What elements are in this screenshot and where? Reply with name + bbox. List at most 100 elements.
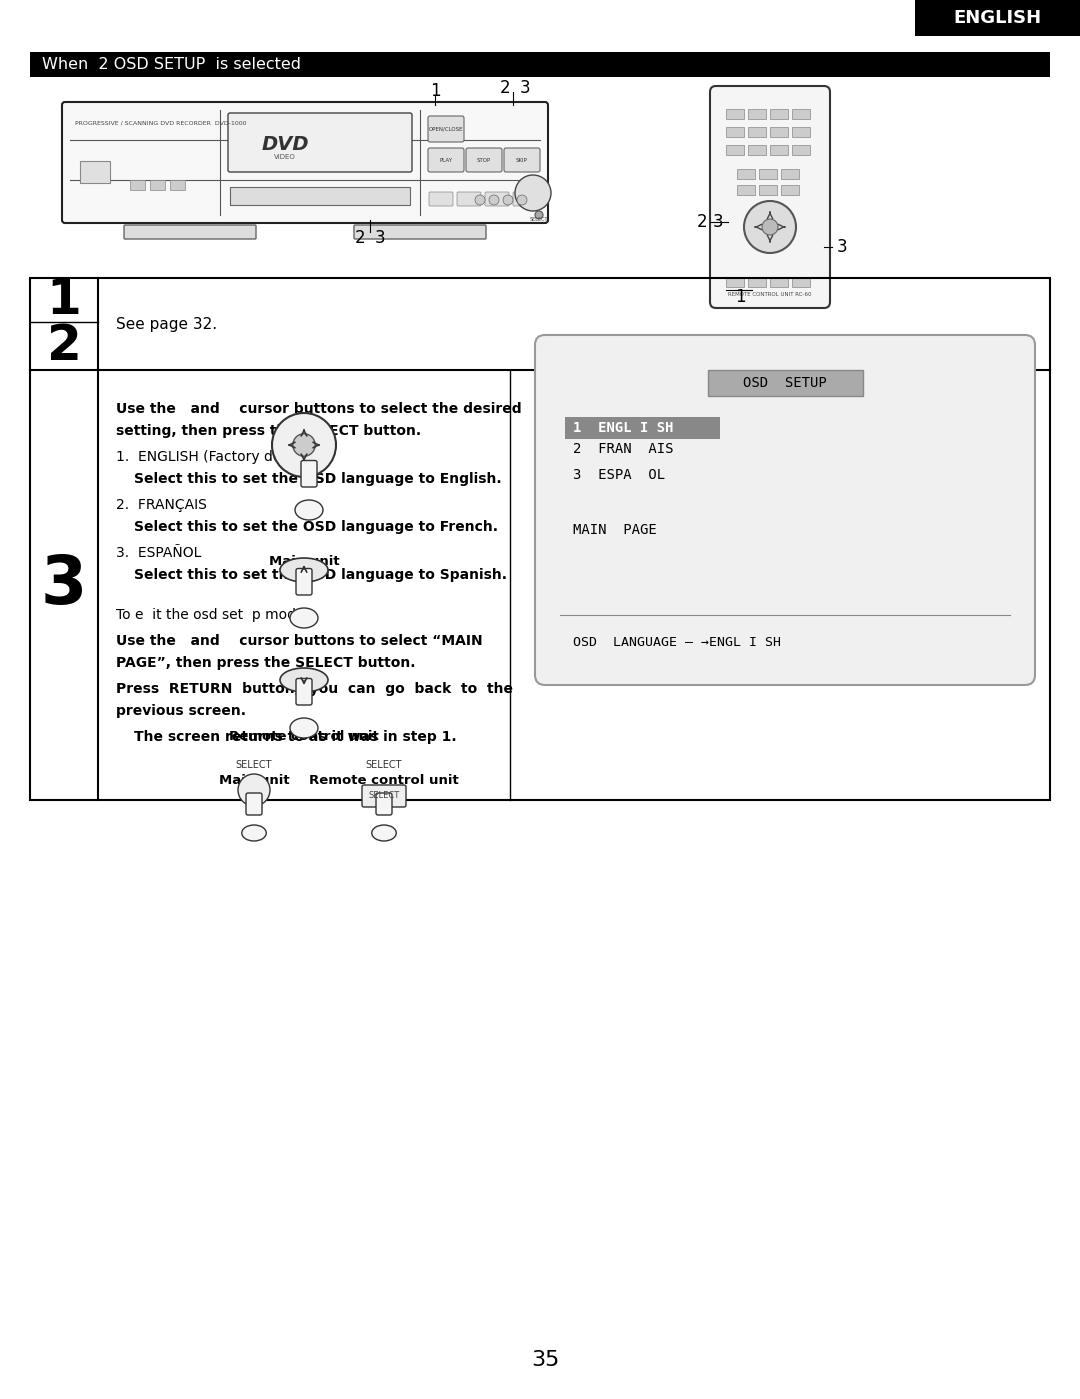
Bar — [748, 277, 766, 287]
Ellipse shape — [242, 825, 267, 841]
Circle shape — [489, 194, 499, 206]
FancyBboxPatch shape — [535, 334, 1035, 686]
Text: ENGLISH: ENGLISH — [954, 8, 1041, 27]
Ellipse shape — [291, 718, 318, 739]
Text: previous screen.: previous screen. — [116, 704, 246, 718]
Text: 3: 3 — [837, 238, 848, 256]
Text: 3: 3 — [519, 78, 530, 97]
Bar — [792, 145, 810, 155]
FancyBboxPatch shape — [354, 225, 486, 239]
Text: 2: 2 — [500, 78, 511, 97]
Bar — [781, 169, 799, 179]
Text: DVD: DVD — [261, 136, 309, 154]
Bar — [915, 0, 1080, 36]
Circle shape — [744, 201, 796, 253]
Bar — [726, 145, 744, 155]
Text: When  2 OSD SETUP  is selected: When 2 OSD SETUP is selected — [42, 57, 301, 71]
Text: Select this to set the OSD language to Spanish.: Select this to set the OSD language to S… — [134, 568, 507, 582]
Text: 1: 1 — [46, 276, 81, 325]
FancyBboxPatch shape — [296, 679, 312, 705]
Text: OSD  LANGUAGE — →ENGL I SH: OSD LANGUAGE — →ENGL I SH — [573, 637, 781, 649]
Text: Main unit: Main unit — [269, 555, 339, 568]
Ellipse shape — [280, 558, 328, 582]
Circle shape — [517, 194, 527, 206]
Bar — [707, 369, 863, 396]
Text: 1  ENGL I SH: 1 ENGL I SH — [573, 421, 674, 435]
Text: 2: 2 — [697, 213, 707, 231]
FancyBboxPatch shape — [428, 148, 464, 172]
Text: 1.  ENGLISH (Factory de a  lt): 1. ENGLISH (Factory de a lt) — [116, 450, 318, 464]
Circle shape — [272, 413, 336, 477]
Bar — [726, 109, 744, 119]
Text: 3: 3 — [713, 213, 724, 231]
Circle shape — [515, 175, 551, 211]
FancyBboxPatch shape — [362, 785, 406, 807]
Text: STOP: STOP — [477, 158, 491, 162]
FancyBboxPatch shape — [710, 85, 831, 308]
Text: PLAY: PLAY — [440, 158, 453, 162]
Bar — [792, 127, 810, 137]
FancyBboxPatch shape — [376, 793, 392, 816]
Bar — [30, 52, 1050, 77]
Text: SELECT: SELECT — [530, 217, 549, 222]
Bar — [565, 417, 720, 439]
Text: 3.  ESPAÑOL: 3. ESPAÑOL — [116, 546, 201, 560]
Text: See page 32.: See page 32. — [116, 316, 217, 332]
Bar — [170, 180, 185, 190]
Bar — [748, 127, 766, 137]
Text: 2.  FRANÇAIS: 2. FRANÇAIS — [116, 498, 207, 512]
Text: REMOTE CONTROL UNIT RC-60: REMOTE CONTROL UNIT RC-60 — [728, 291, 812, 297]
Bar — [150, 180, 165, 190]
Text: Use the   and    cursor buttons to select “MAIN: Use the and cursor buttons to select “MA… — [116, 634, 483, 648]
Bar — [770, 277, 788, 287]
Circle shape — [762, 220, 778, 235]
Bar — [737, 185, 755, 194]
FancyBboxPatch shape — [429, 192, 453, 206]
FancyBboxPatch shape — [246, 793, 262, 816]
Bar — [759, 185, 777, 194]
Text: SELECT: SELECT — [235, 760, 272, 769]
FancyBboxPatch shape — [428, 116, 464, 143]
Text: 1: 1 — [734, 288, 745, 306]
Text: 2: 2 — [46, 322, 81, 371]
Bar — [726, 127, 744, 137]
Bar — [792, 277, 810, 287]
Text: VIDEO: VIDEO — [274, 154, 296, 159]
Text: Select this to set the OSD language to English.: Select this to set the OSD language to E… — [134, 471, 501, 485]
Text: OSD  SETUP: OSD SETUP — [743, 376, 827, 390]
Circle shape — [293, 434, 315, 456]
Bar — [770, 109, 788, 119]
Bar — [770, 145, 788, 155]
FancyBboxPatch shape — [62, 102, 548, 222]
Text: Remote control unit: Remote control unit — [309, 774, 459, 786]
Text: setting, then press the SELECT button.: setting, then press the SELECT button. — [116, 424, 421, 438]
Text: 3: 3 — [41, 553, 87, 618]
FancyBboxPatch shape — [228, 113, 411, 172]
Text: 3  ESPA  OL: 3 ESPA OL — [573, 469, 665, 483]
Text: To e  it the osd set  p mode: To e it the osd set p mode — [116, 609, 305, 623]
Text: PAGE”, then press the SELECT button.: PAGE”, then press the SELECT button. — [116, 656, 416, 670]
Text: SELECT: SELECT — [366, 760, 402, 769]
Ellipse shape — [295, 499, 323, 520]
Bar — [726, 277, 744, 287]
Bar — [230, 187, 410, 206]
Bar — [770, 127, 788, 137]
Text: Remote control unit: Remote control unit — [229, 730, 379, 743]
FancyBboxPatch shape — [296, 568, 312, 595]
Bar — [792, 109, 810, 119]
FancyBboxPatch shape — [465, 148, 502, 172]
Text: PROGRESSIVE / SCANNING DVD RECORDER  DVD-1000: PROGRESSIVE / SCANNING DVD RECORDER DVD-… — [75, 120, 246, 126]
Circle shape — [535, 211, 543, 220]
Text: Select this to set the OSD language to French.: Select this to set the OSD language to F… — [134, 520, 498, 534]
Text: OPEN/CLOSE: OPEN/CLOSE — [429, 126, 463, 132]
Text: Main unit: Main unit — [218, 774, 289, 786]
Text: 35: 35 — [530, 1350, 559, 1370]
Text: SKIP: SKIP — [516, 158, 528, 162]
Circle shape — [503, 194, 513, 206]
FancyBboxPatch shape — [124, 225, 256, 239]
Text: Use the   and    cursor buttons to select the desired: Use the and cursor buttons to select the… — [116, 402, 522, 416]
Text: 1: 1 — [430, 83, 441, 99]
Text: Press  RETURN  button,  you  can  go  back  to  the: Press RETURN button, you can go back to … — [116, 681, 513, 695]
Bar — [759, 169, 777, 179]
Bar — [781, 185, 799, 194]
